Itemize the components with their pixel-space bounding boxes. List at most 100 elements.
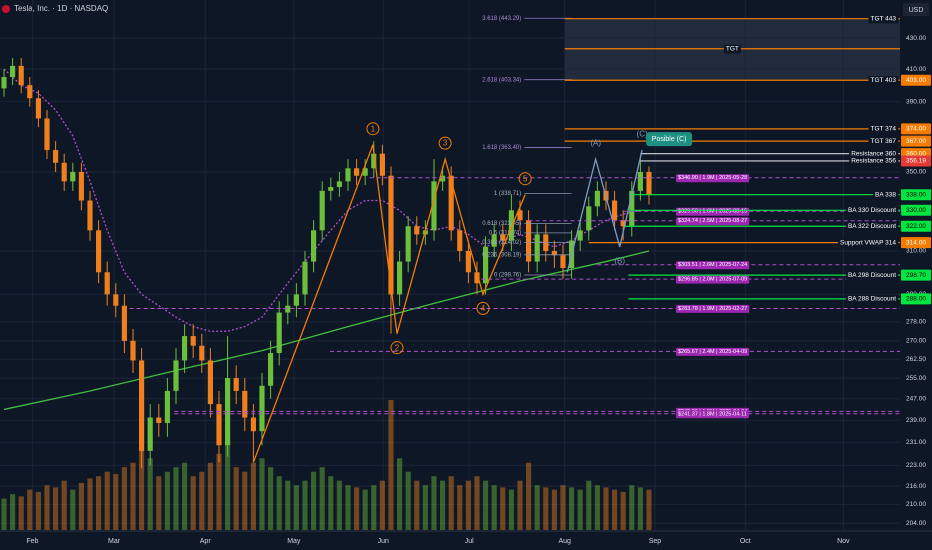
price-tag-bg bbox=[901, 123, 931, 135]
volume-bar bbox=[139, 449, 145, 530]
candle-body bbox=[440, 175, 446, 182]
candle-body bbox=[371, 153, 377, 169]
volume-bar bbox=[182, 462, 188, 530]
level-label: BA 298 Discount bbox=[848, 272, 896, 279]
candle-body bbox=[319, 190, 325, 231]
volume-bar bbox=[500, 487, 506, 530]
volume-bar bbox=[216, 453, 222, 530]
volume-bar bbox=[440, 480, 446, 530]
x-tick-label: May bbox=[287, 538, 301, 545]
volume-bar bbox=[491, 485, 497, 530]
level-label: BA 330 Discount bbox=[848, 207, 896, 214]
wave-label: 4 bbox=[481, 304, 486, 313]
candle-body bbox=[87, 200, 93, 231]
candle-body bbox=[525, 220, 532, 262]
label-bg bbox=[849, 156, 899, 166]
wave-ring bbox=[438, 136, 452, 150]
volume-bar bbox=[448, 476, 454, 530]
y-tick-label: 239.00 bbox=[906, 417, 926, 424]
volume-bar bbox=[53, 487, 59, 530]
price-tag: 314.00 bbox=[906, 239, 926, 246]
volume-bar bbox=[87, 478, 93, 530]
candle-body bbox=[18, 65, 24, 86]
fib-label: 0.618 (323.45) bbox=[482, 221, 521, 227]
candle-body bbox=[551, 250, 557, 256]
candle-body bbox=[483, 246, 489, 284]
candle-body bbox=[130, 340, 136, 361]
label-bg bbox=[873, 190, 899, 200]
volume-bar bbox=[603, 487, 609, 530]
x-tick-label: Apr bbox=[200, 538, 212, 545]
fib-label: 3.618 (443.29) bbox=[482, 16, 521, 22]
fib-label: 0.382 (314.02) bbox=[482, 240, 521, 246]
volume-bar bbox=[311, 471, 317, 530]
label-bg bbox=[868, 124, 899, 134]
volume-bar bbox=[611, 489, 618, 530]
y-tick-label: 231.00 bbox=[906, 439, 926, 446]
fib-label: 2.618 (403.34) bbox=[482, 77, 521, 83]
volume-bar bbox=[517, 480, 523, 530]
candle-body bbox=[620, 220, 626, 227]
volume-bar bbox=[18, 496, 24, 530]
candle-body bbox=[629, 190, 635, 227]
volume-bar bbox=[371, 485, 377, 530]
x-tick-label: Jun bbox=[378, 538, 389, 545]
label-bg bbox=[676, 304, 750, 313]
volume-bar bbox=[543, 487, 549, 530]
logo bbox=[2, 5, 10, 13]
label-bg bbox=[868, 75, 899, 85]
candle-body bbox=[311, 230, 317, 262]
level-label: Resistance 356 bbox=[851, 158, 896, 165]
y-tick-label: 255.00 bbox=[906, 375, 926, 382]
price-tag-bg bbox=[901, 293, 931, 305]
candle-body bbox=[431, 181, 437, 231]
volume-bar bbox=[70, 489, 76, 530]
level-label: TGT 403 bbox=[870, 77, 896, 84]
candle-body bbox=[250, 417, 256, 432]
price-tag: 403.00 bbox=[906, 77, 926, 84]
price-tag: 338.00 bbox=[906, 191, 926, 198]
y-tick-label: 430.00 bbox=[906, 35, 926, 42]
x-tick-label: Nov bbox=[837, 538, 850, 545]
volume-bar bbox=[61, 480, 67, 530]
fib-label: 0 (298.76) bbox=[494, 273, 521, 279]
fvg-label: $283.78 | 1.9M | 2025-02-27 bbox=[678, 306, 747, 312]
wave-ring bbox=[476, 301, 490, 315]
volume-bar bbox=[483, 480, 489, 530]
x-tick-label: Sep bbox=[649, 538, 662, 545]
label-bg bbox=[676, 410, 749, 419]
price-tag-bg bbox=[901, 155, 931, 167]
y-tick-label: 278.00 bbox=[906, 319, 926, 326]
volume-bar bbox=[233, 467, 239, 530]
x-tick-label: Oct bbox=[740, 538, 751, 545]
candle-body bbox=[577, 230, 583, 241]
wave-ring bbox=[390, 341, 404, 355]
volume-bar bbox=[173, 467, 179, 530]
candle-body bbox=[388, 175, 394, 295]
volume-bar bbox=[319, 467, 325, 530]
wave-ring bbox=[518, 172, 532, 186]
price-tag: 360.00 bbox=[906, 150, 926, 157]
candle-body bbox=[1, 77, 7, 89]
volume-bar bbox=[525, 462, 532, 530]
candle-body bbox=[611, 200, 618, 221]
label-bg bbox=[676, 174, 750, 183]
candle-body bbox=[121, 305, 127, 341]
level-label: TGT 374 bbox=[870, 126, 896, 133]
candle-body bbox=[508, 210, 514, 241]
x-tick-label: Feb bbox=[26, 538, 38, 545]
candle-body bbox=[199, 345, 205, 361]
annotation: Posible (C) bbox=[652, 136, 687, 143]
wave-label: (A) bbox=[590, 139, 601, 148]
candle-body bbox=[268, 353, 274, 386]
candle-body bbox=[276, 312, 282, 354]
wave-label: 5 bbox=[523, 174, 528, 183]
volume-bar bbox=[629, 485, 635, 530]
abc-line bbox=[566, 149, 643, 273]
candle-body bbox=[646, 172, 652, 195]
volume-bar bbox=[637, 487, 643, 530]
volume-bar bbox=[1, 498, 7, 530]
volume-bar bbox=[276, 476, 282, 530]
candle-body bbox=[147, 417, 153, 451]
